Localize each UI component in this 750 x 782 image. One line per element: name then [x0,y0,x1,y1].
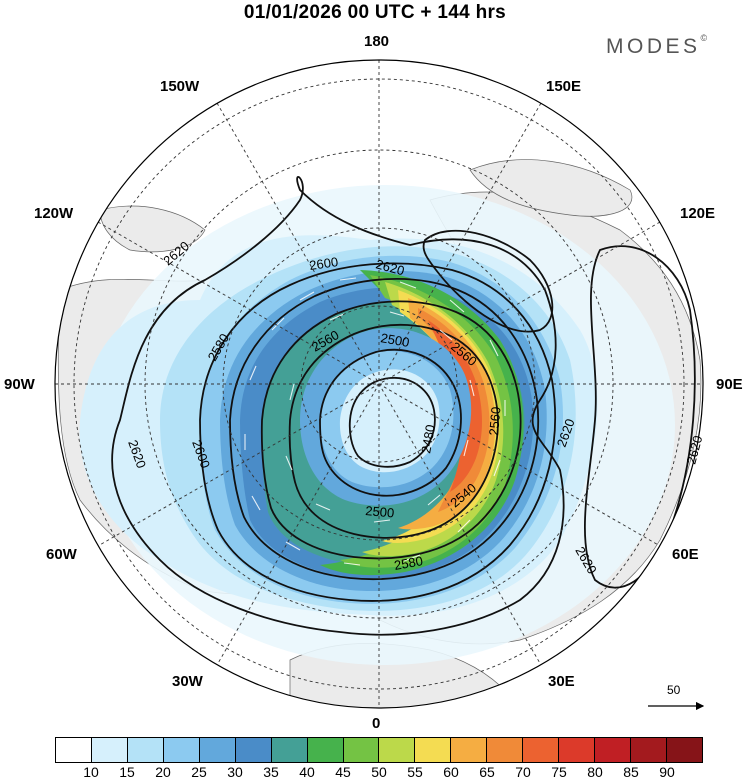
brand-logo: MODES© [606,33,708,59]
land-siberia [469,159,633,217]
colorbar-swatch [487,738,524,762]
colorbar-swatch [559,738,596,762]
colorbar-tick-label: 35 [263,764,279,780]
lon-label-90e: 90E [716,376,743,393]
lon-label-30e: 30E [548,673,575,690]
lon-label-150w: 150W [160,78,200,95]
colorbar-tick-label: 15 [119,764,135,780]
contour-label: 2620 [683,434,705,466]
colorbar-tick-label: 80 [587,764,603,780]
colorbar-swatch [199,738,236,762]
wind-scale-label: 50 [667,683,681,697]
lon-label-120e: 120E [680,205,716,222]
lon-label-30w: 30W [172,673,203,690]
colorbar-swatch [523,738,560,762]
colorbar-tick-label: 90 [659,764,675,780]
colorbar-swatch [451,738,488,762]
lon-label-120w: 120W [34,205,74,222]
colorbar-tick-label: 25 [191,764,207,780]
contour-label: 2580 [393,553,424,573]
colorbar-swatch [56,738,92,762]
lon-label-150e: 150E [546,78,582,95]
colorbar-swatch [271,738,308,762]
colorbar-tick-label: 65 [479,764,495,780]
lon-label-60w: 60W [46,546,77,563]
colorbar-swatch [127,738,164,762]
colorbar-swatch [91,738,128,762]
wind-arrows [244,277,506,566]
lon-label-0: 0 [372,715,381,732]
brand-name: MODES [606,35,701,58]
colorbar-tick-label: 60 [443,764,459,780]
land-alaska [99,205,206,253]
colorbar-tick-label: 85 [623,764,639,780]
wind-shading [79,185,675,665]
lon-label-60e: 60E [672,546,699,563]
brand-mark: © [700,33,708,43]
colorbar-tick-label: 20 [155,764,171,780]
graticule [55,60,703,708]
colorbar-swatch [415,738,452,762]
colorbar-tick-label: 55 [407,764,423,780]
colorbar-swatch [666,738,702,762]
contour-label: 2560 [486,406,503,436]
colorbar-swatch [631,738,667,762]
colorbar-tick-label: 75 [551,764,567,780]
colorbar-swatch [235,738,272,762]
colorbar [55,737,703,763]
colorbar-swatch [163,738,200,762]
colorbar-ticks: 10 15 20 25 30 35 40 45 50 55 60 65 70 75 80 85 90 [55,764,703,782]
colorbar-tick-label: 70 [515,764,531,780]
contour-label: 2480 [418,423,438,454]
colorbar-swatch [379,738,416,762]
map-border [54,59,704,709]
map-title: 01/01/2026 00 UTC + 144 hrs [243,2,507,23]
colorbar-swatch [595,738,631,762]
lon-label-180: 180 [364,33,390,50]
colorbar-tick-label: 40 [299,764,315,780]
colorbar-swatch [343,738,380,762]
lon-label-90w: 90W [4,376,35,393]
colorbar-tick-label: 50 [371,764,387,780]
contour-label: 2500 [365,503,395,520]
colorbar-swatch [307,738,344,762]
colorbar-tick-label: 45 [335,764,351,780]
contour-label: 2500 [379,330,410,350]
contour-label: 2600 [308,254,339,273]
colorbar-tick-label: 30 [227,764,243,780]
contour-label: 2620 [374,256,406,278]
colorbar-tick-label: 10 [83,764,99,780]
